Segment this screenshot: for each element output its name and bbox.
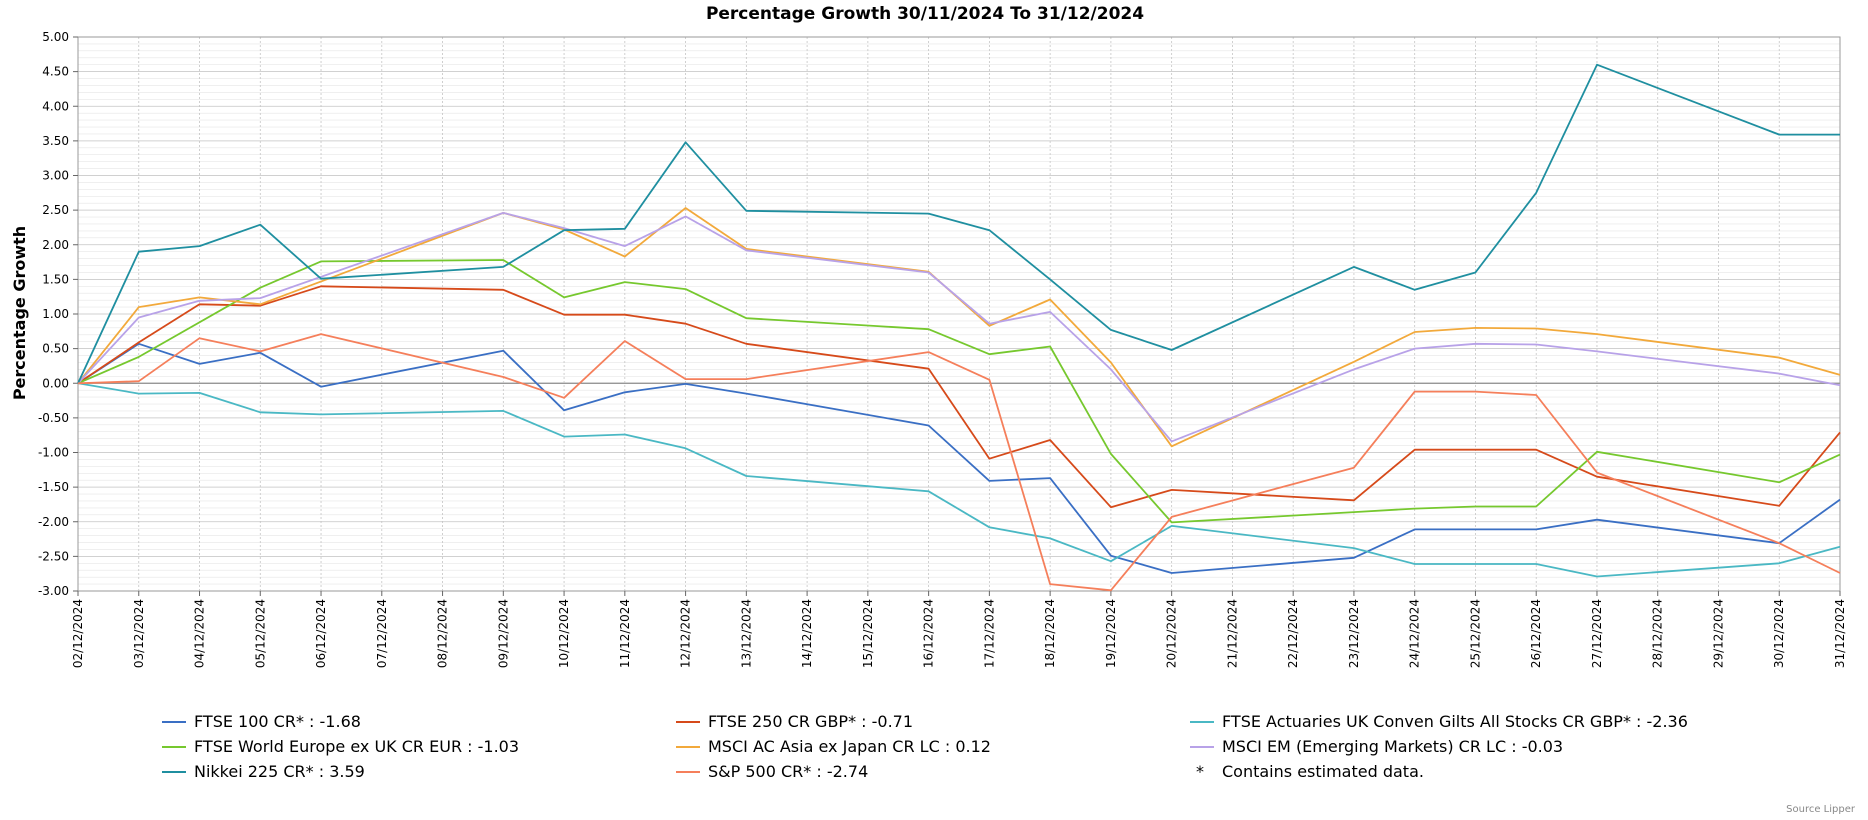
x-tick-label: 30/12/2024 <box>1772 599 1786 668</box>
x-tick-label: 03/12/2024 <box>132 599 146 668</box>
chart-title: Percentage Growth 30/11/2024 To 31/12/20… <box>706 4 1144 24</box>
x-tick-label: 22/12/2024 <box>1286 599 1300 668</box>
x-tick-label: 25/12/2024 <box>1468 599 1482 668</box>
x-tick-label: 24/12/2024 <box>1408 599 1422 668</box>
x-tick-label: 09/12/2024 <box>496 599 510 668</box>
y-tick-label: 4.50 <box>42 65 69 79</box>
series-line <box>77 333 1841 592</box>
legend: FTSE 100 CR* : -1.68 FTSE 250 CR GBP* : -… <box>162 712 1688 781</box>
x-tick-label: 19/12/2024 <box>1104 599 1118 668</box>
x-tick-label: 13/12/2024 <box>739 599 753 668</box>
y-tick-label: -2.50 <box>38 549 69 563</box>
grid <box>77 36 1841 592</box>
x-tick-label: 06/12/2024 <box>314 599 328 668</box>
y-tick-label: 3.50 <box>42 134 69 148</box>
x-tick-label: 23/12/2024 <box>1347 599 1361 668</box>
x-tick-label: 07/12/2024 <box>375 599 389 668</box>
source-note: Source Lipper <box>1786 804 1856 815</box>
y-tick-label: 3.00 <box>42 169 69 183</box>
x-tick-label: 05/12/2024 <box>253 599 267 668</box>
y-tick-label: -1.00 <box>38 446 69 460</box>
estimated-data-note: Contains estimated data. <box>1222 762 1424 781</box>
series-line <box>77 382 1841 578</box>
note-marker: * <box>1196 762 1204 781</box>
y-tick-label: 0.50 <box>42 342 69 356</box>
x-tick-label: 11/12/2024 <box>618 599 632 668</box>
y-tick-label: 1.00 <box>42 307 69 321</box>
x-tick-label: 10/12/2024 <box>557 599 571 668</box>
x-axis-ticks: 02/12/2024 03/12/2024 04/12/2024 05/12/2024… <box>71 591 1847 668</box>
y-tick-label: 2.50 <box>42 203 69 217</box>
x-tick-label: 26/12/2024 <box>1529 599 1543 668</box>
legend-entry: MSCI EM (Emerging Markets) CR LC : -0.03 <box>1222 737 1563 756</box>
x-tick-label: 02/12/2024 <box>71 599 85 668</box>
x-tick-label: 12/12/2024 <box>679 599 693 668</box>
x-tick-label: 08/12/2024 <box>436 599 450 668</box>
legend-entry: FTSE 250 CR GBP* : -0.71 <box>708 712 913 731</box>
x-tick-label: 16/12/2024 <box>922 599 936 668</box>
y-axis-ticks: 5.00 4.50 4.00 3.50 3.00 2.50 2.00 1.50 1.00 0.50… <box>38 30 78 598</box>
y-tick-label: 1.50 <box>42 272 69 286</box>
legend-entry: MSCI AC Asia ex Japan CR LC : 0.12 <box>708 737 991 756</box>
y-tick-label: 4.00 <box>42 99 69 113</box>
y-tick-label: -2.00 <box>38 515 69 529</box>
legend-entry: S&P 500 CR* : -2.74 <box>708 762 868 781</box>
x-tick-label: 29/12/2024 <box>1711 599 1725 668</box>
series-line <box>77 207 1841 448</box>
y-tick-label: -0.50 <box>38 411 69 425</box>
y-tick-label: -1.50 <box>38 480 69 494</box>
y-tick-label: 5.00 <box>42 30 69 44</box>
x-tick-label: 04/12/2024 <box>193 599 207 668</box>
x-tick-label: 21/12/2024 <box>1225 599 1239 668</box>
y-tick-label: 2.00 <box>42 238 69 252</box>
legend-entry: FTSE 100 CR* : -1.68 <box>194 712 361 731</box>
x-tick-label: 27/12/2024 <box>1590 599 1604 668</box>
x-tick-label: 20/12/2024 <box>1165 599 1179 668</box>
y-tick-label: -3.00 <box>38 584 69 598</box>
series-lines <box>77 63 1841 592</box>
y-axis-label: Percentage Growth <box>10 226 29 400</box>
legend-entry: FTSE World Europe ex UK CR EUR : -1.03 <box>194 737 519 756</box>
x-tick-label: 31/12/2024 <box>1833 599 1847 668</box>
x-tick-label: 17/12/2024 <box>982 599 996 668</box>
x-tick-label: 15/12/2024 <box>861 599 875 668</box>
series-line <box>77 211 1841 443</box>
series-line <box>77 63 1840 384</box>
y-tick-label: 0.00 <box>42 376 69 390</box>
legend-entry: FTSE Actuaries UK Conven Gilts All Stock… <box>1222 712 1688 731</box>
series-line <box>77 259 1841 524</box>
x-tick-label: 14/12/2024 <box>800 599 814 668</box>
x-tick-label: 28/12/2024 <box>1651 599 1665 668</box>
x-tick-label: 18/12/2024 <box>1043 599 1057 668</box>
legend-entry: Nikkei 225 CR* : 3.59 <box>194 762 365 781</box>
series-line <box>77 342 1841 574</box>
series-line <box>77 285 1841 509</box>
